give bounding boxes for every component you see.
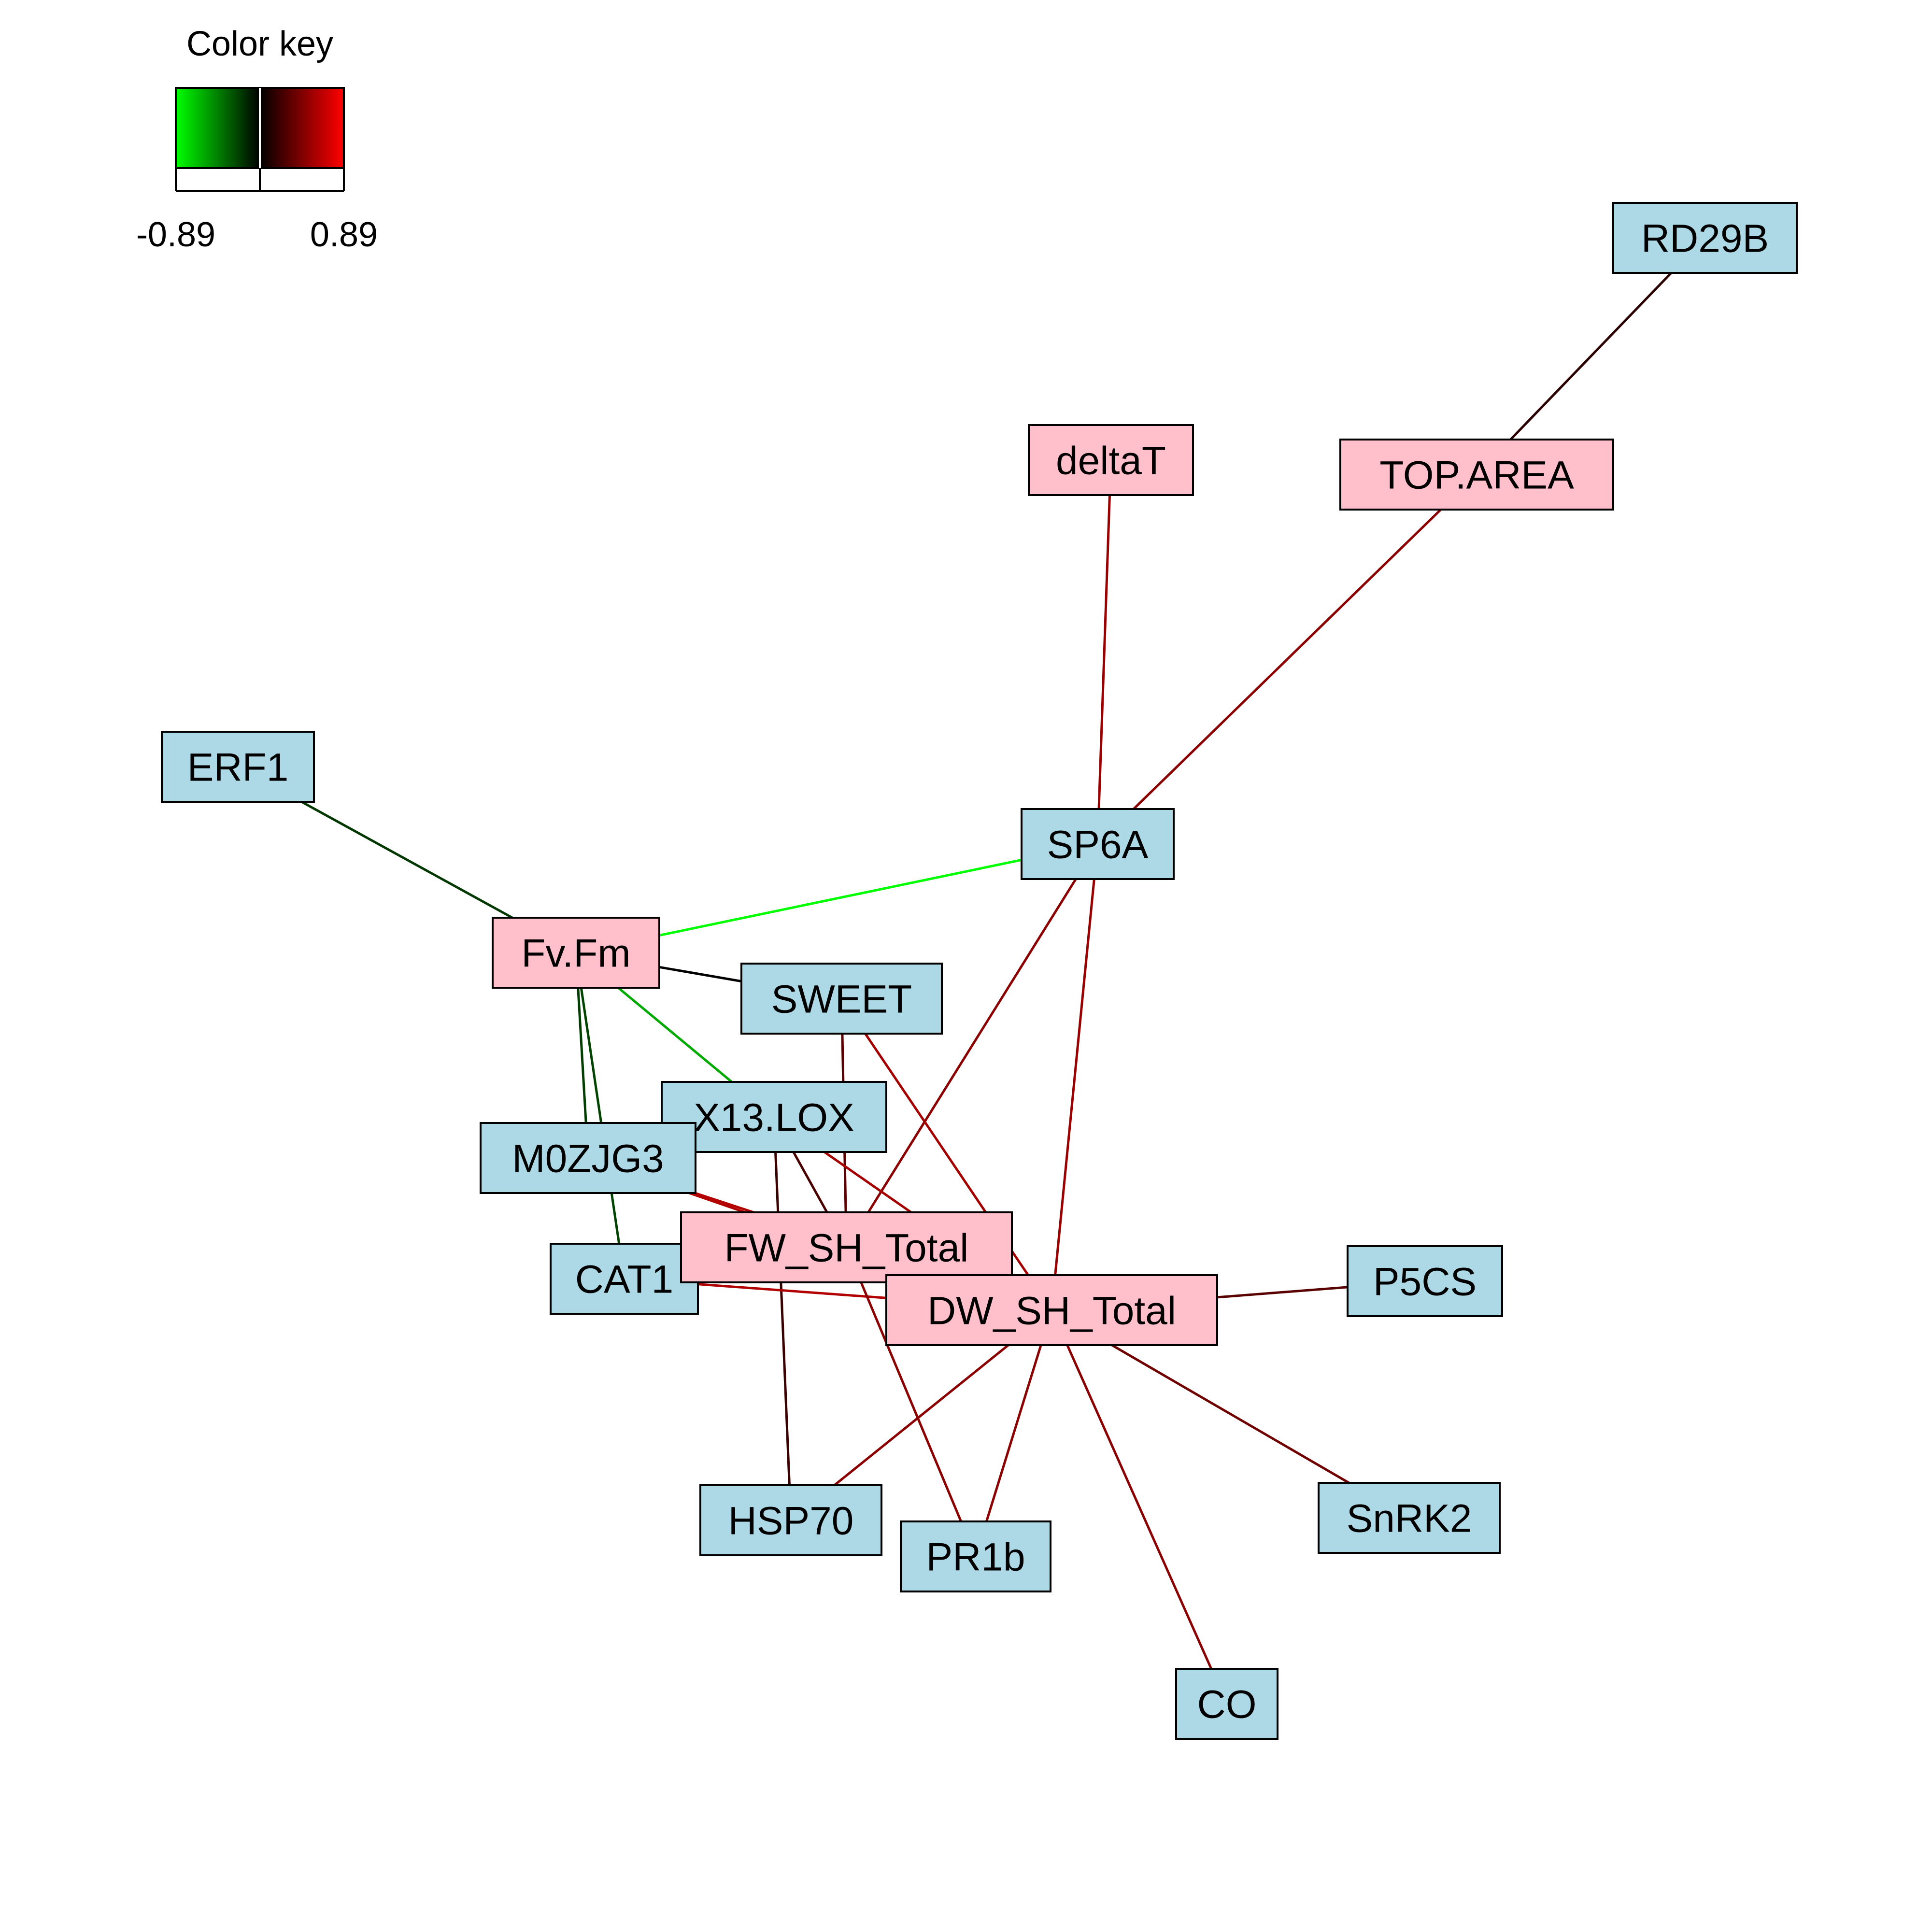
edge-X13.LOX-HSP70 [773,1117,792,1520]
node-box [492,917,660,989]
node-label: CO [1197,1683,1257,1727]
color-key: Color key -0.89 0.89 [136,25,378,254]
node-box [699,1484,882,1556]
node-label: RD29B [1641,217,1769,261]
node-box [1318,1482,1501,1554]
node-deltaT: deltaT [1028,424,1194,496]
node-FW_SH_Total: FW_SH_Total [680,1211,1013,1283]
node-label: P5CS [1373,1260,1477,1304]
node-box [1021,808,1175,880]
node-label: M0ZJG3 [512,1137,664,1181]
node-CO: CO [1175,1668,1279,1740]
edge-FW_SH_Total-PR1b [845,1247,977,1557]
node-HSP70: HSP70 [699,1484,882,1556]
node-SP6A: SP6A [1021,808,1175,880]
node-Fv.Fm: Fv.Fm [492,917,660,989]
color-key-max-label: 0.89 [310,215,378,254]
node-SnRK2: SnRK2 [1318,1482,1501,1554]
node-label: DW_SH_Total [927,1289,1176,1333]
node-RD29B: RD29B [1612,202,1798,274]
node-box [1028,424,1194,496]
node-box [1339,439,1614,511]
color-key-title: Color key [186,25,333,63]
node-label: SWEET [771,978,912,1022]
edge-TOP.AREA-SP6A [1096,473,1478,845]
color-key-min-label: -0.89 [136,215,215,254]
color-key-positive-bar [260,88,344,168]
edge-SWEET-DW_SH_Total [840,998,1053,1311]
node-label: ERF1 [187,746,289,790]
node-ERF1: ERF1 [161,731,315,803]
node-P5CS: P5CS [1347,1245,1503,1317]
node-label: SP6A [1047,823,1149,867]
node-CAT1: CAT1 [550,1243,699,1315]
node-box [680,1211,1013,1283]
node-box [740,963,943,1035]
node-label: SnRK2 [1347,1497,1472,1541]
node-label: deltaT [1056,439,1166,483]
node-DW_SH_Total: DW_SH_Total [885,1274,1218,1346]
node-box [900,1520,1051,1592]
node-TOP.AREA: TOP.AREA [1339,439,1614,511]
edge-SP6A-DW_SH_Total [1051,844,1099,1310]
edge-Fv.Fm-CAT1 [575,952,625,1279]
node-box [885,1274,1218,1346]
node-label: FW_SH_Total [724,1226,969,1270]
node-layer: RD29B deltaT TOP.AREA ERF1 SP6A Fv.Fm SWEET X13… [161,202,1798,1740]
node-label: TOP.AREA [1379,454,1574,497]
edge-DW_SH_Total-PR1b [974,1309,1053,1557]
node-M0ZJG3: M0ZJG3 [480,1122,696,1194]
node-box [1612,202,1798,274]
node-PR1b: PR1b [900,1520,1051,1592]
node-box [661,1081,887,1153]
node-box [1347,1245,1503,1317]
node-box [161,731,315,803]
node-label: PR1b [926,1535,1025,1579]
edge-SP6A-Fv.Fm [575,843,1098,954]
edge-deltaT-SP6A [1096,460,1112,844]
color-key-negative-bar [176,88,260,168]
node-label: CAT1 [575,1258,674,1302]
edge-RD29B-TOP.AREA [1476,237,1706,476]
node-label: X13.LOX [694,1096,854,1140]
edge-DW_SH_Total-CO [1051,1309,1228,1705]
node-X13.LOX: X13.LOX [661,1081,887,1153]
edge-SP6A-FW_SH_Total [845,843,1099,1248]
node-label: HSP70 [728,1499,854,1543]
node-label: Fv.Fm [521,932,630,976]
node-box [1175,1668,1279,1740]
node-box [480,1122,696,1194]
node-SWEET: SWEET [740,963,943,1035]
